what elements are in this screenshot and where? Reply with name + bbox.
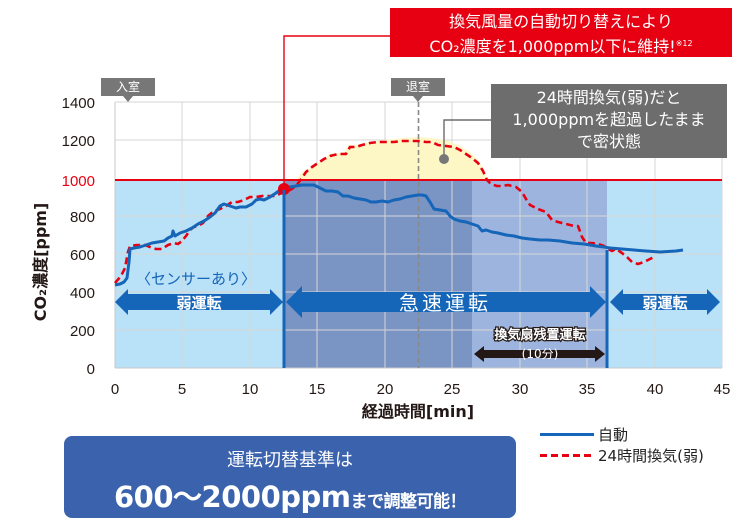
red-callout-connector xyxy=(283,35,390,188)
x-tick: 45 xyxy=(714,381,731,398)
weak-run-label-after: 弱運転 xyxy=(642,294,687,312)
x-axis-title: 経過時間[min] xyxy=(362,402,474,421)
gray-callout-connector xyxy=(443,119,491,158)
legend: 自動 24時間換気(弱) xyxy=(540,424,704,466)
band-weak-before xyxy=(115,180,284,368)
excess-area xyxy=(296,137,486,180)
info-box-range: 600〜2000ppm xyxy=(114,480,351,514)
enter-tag: 入室 xyxy=(101,78,155,102)
weak-run-arrow-after[interactable] xyxy=(610,289,720,315)
band-weak-after xyxy=(607,180,722,368)
x-tick: 5 xyxy=(178,381,186,398)
y-tick: 0 xyxy=(87,361,95,378)
y-tick: 800 xyxy=(70,209,95,226)
legend-label-24h: 24時間換気(弱) xyxy=(598,447,704,465)
residual-run-arrow xyxy=(474,346,605,362)
gray-callout-dot xyxy=(439,154,449,164)
legend-item-auto: 自動 xyxy=(540,424,704,445)
excess-callout: 24時間換気(弱)だと 1,000ppmを超過したまま で密状態 xyxy=(491,84,727,158)
info-box-line2: 600〜2000ppmまで調整可能！ xyxy=(64,474,516,516)
rapid-run-arrow[interactable] xyxy=(286,286,606,318)
y-tick: 600 xyxy=(70,247,95,264)
weak-run-label-before: 弱運転 xyxy=(176,294,221,312)
band-rapid xyxy=(284,180,472,368)
y-tick: 400 xyxy=(70,285,95,302)
x-tick: 10 xyxy=(242,381,259,398)
footnote-ref: ※12 xyxy=(675,39,693,48)
y-tick: 1200 xyxy=(62,133,95,150)
y-axis-ticks: 1400 1200 1000 800 600 400 200 0 xyxy=(62,95,95,378)
callout-gray-line2: 1,000ppmを超過したまま xyxy=(512,110,706,129)
x-tick: 40 xyxy=(647,381,664,398)
callout-red-line2-text: CO₂濃度を1,000ppm以下に維持! xyxy=(429,37,676,56)
y-tick: 1400 xyxy=(62,95,95,112)
x-tick: 25 xyxy=(444,381,461,398)
legend-swatch-solid xyxy=(540,433,594,436)
callout-gray-line1: 24時間換気(弱)だと xyxy=(536,88,682,107)
auto-switch-callout: 換気風量の自動切り替えにより CO₂濃度を1,000ppm以下に維持!※12 xyxy=(390,8,732,57)
x-tick: 35 xyxy=(579,381,596,398)
switch-criteria-box: 運転切替基準は 600〜2000ppmまで調整可能！ xyxy=(64,436,516,518)
x-tick: 0 xyxy=(111,381,119,398)
residual-run-label: 換気扇残置運転 xyxy=(494,327,585,343)
y-tick-threshold: 1000 xyxy=(62,173,95,190)
x-axis-ticks: 0 5 10 15 20 25 30 35 40 45 xyxy=(111,381,731,398)
weak-run-arrow-before[interactable] xyxy=(115,289,283,315)
callout-gray-line3: で密状態 xyxy=(576,132,641,151)
exit-tag: 退室 xyxy=(391,78,445,102)
y-tick: 200 xyxy=(70,323,95,340)
callout-red-line2: CO₂濃度を1,000ppm以下に維持!※12 xyxy=(390,33,732,58)
legend-label-auto: 自動 xyxy=(598,426,629,444)
y-axis-title: CO₂濃度[ppm] xyxy=(31,203,50,322)
switch-point-marker xyxy=(278,183,290,195)
x-tick: 30 xyxy=(512,381,529,398)
legend-item-24h: 24時間換気(弱) xyxy=(540,445,704,466)
sensor-label: 〈センサーあり〉 xyxy=(136,270,256,288)
callout-red-line1: 換気風量の自動切り替えにより xyxy=(449,12,673,31)
legend-swatch-dashed xyxy=(540,454,594,457)
series-auto-line xyxy=(114,183,684,287)
band-residual xyxy=(472,180,607,368)
rapid-run-label: 急速運転 xyxy=(399,291,491,315)
info-box-suffix: まで調整可能！ xyxy=(350,492,466,512)
x-tick: 15 xyxy=(309,381,326,398)
residual-run-duration: (10分) xyxy=(522,347,559,361)
x-tick: 20 xyxy=(377,381,394,398)
info-box-line1: 運転切替基準は xyxy=(227,450,353,471)
